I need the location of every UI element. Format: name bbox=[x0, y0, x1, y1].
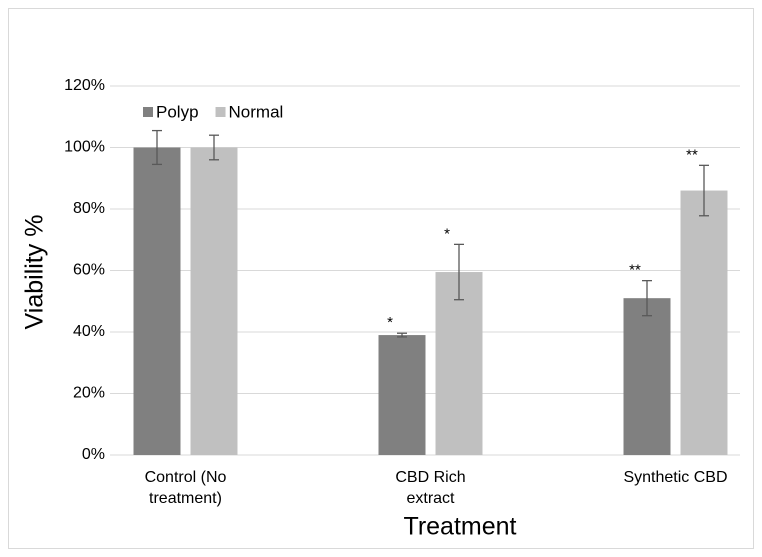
chart-border bbox=[8, 8, 754, 549]
legend-swatch bbox=[215, 107, 226, 117]
legend-swatch bbox=[143, 107, 153, 117]
bar bbox=[133, 147, 181, 455]
x-tick-label: Control (No treatment) bbox=[144, 469, 227, 507]
y-tick-label: 80% bbox=[73, 200, 105, 217]
bar bbox=[378, 335, 426, 455]
legend-label: Normal bbox=[229, 102, 284, 121]
x-tick-label: CBD Rich extract bbox=[395, 469, 466, 507]
y-tick-label: 60% bbox=[73, 262, 105, 279]
significance-label: ** bbox=[629, 262, 641, 279]
legend-label: Polyp bbox=[156, 102, 199, 121]
y-tick-label: 0% bbox=[82, 446, 105, 463]
significance-label: ** bbox=[686, 146, 698, 163]
y-axis-label: Viability % bbox=[21, 215, 49, 330]
y-tick-label: 100% bbox=[64, 139, 105, 156]
bar bbox=[190, 147, 238, 455]
significance-label: * bbox=[444, 225, 450, 242]
y-tick-label: 120% bbox=[64, 77, 105, 94]
significance-label: * bbox=[387, 314, 393, 331]
x-tick-label: Synthetic CBD bbox=[623, 469, 728, 486]
y-tick-label: 20% bbox=[73, 385, 105, 402]
x-axis-label: Treatment bbox=[403, 513, 516, 541]
bar bbox=[435, 272, 483, 455]
bar bbox=[680, 190, 728, 456]
y-tick-label: 40% bbox=[73, 323, 105, 340]
bar bbox=[623, 298, 671, 455]
